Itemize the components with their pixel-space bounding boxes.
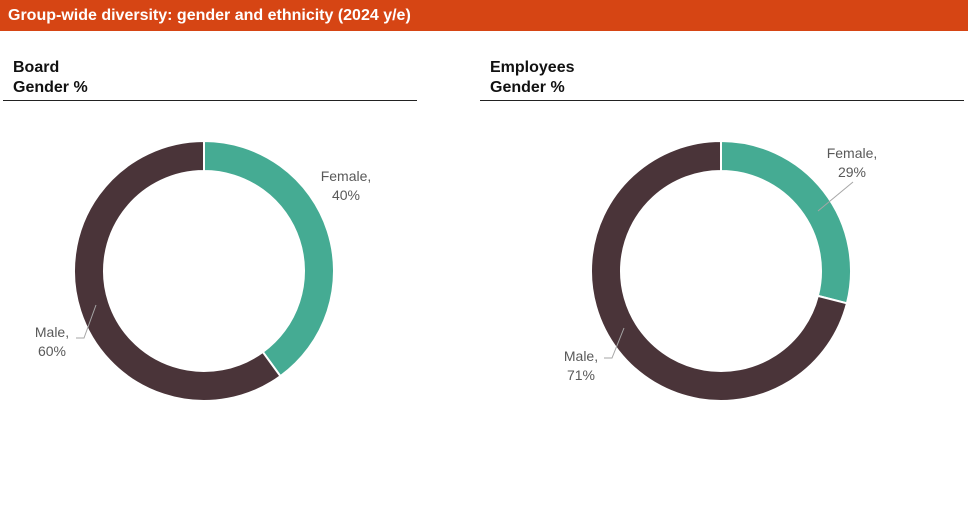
employees-chart-title: Employees [490,59,575,76]
employees-title-divider [480,100,964,101]
employees-slice-female [720,139,852,305]
board-leader-line-male [76,304,97,339]
employees-leader-line-male [604,327,625,359]
employees-label-value-male: 71% [567,367,595,383]
board-label-value-female: 40% [332,187,360,203]
employees-leader-line-female [817,181,854,212]
board-label-value-male: 60% [38,343,66,359]
board-label-name-male: Male, [35,324,69,340]
employees-slice-male [590,139,849,402]
board-label-name-female: Female, [321,168,372,184]
board-slice-male [73,139,282,402]
employees-label-name-male: Male, [564,348,598,364]
board-slice-female [203,139,335,378]
employees-chart-subtitle: Gender % [490,79,565,96]
board-chart-subtitle: Gender % [13,79,88,96]
board-chart-title: Board [13,59,60,76]
page-title: Group-wide diversity: gender and ethnici… [8,7,411,24]
employees-label-name-female: Female, [827,145,878,161]
board-title-divider [3,100,417,101]
page-title-banner: Group-wide diversity: gender and ethnici… [0,0,968,31]
employees-label-value-female: 29% [838,164,866,180]
